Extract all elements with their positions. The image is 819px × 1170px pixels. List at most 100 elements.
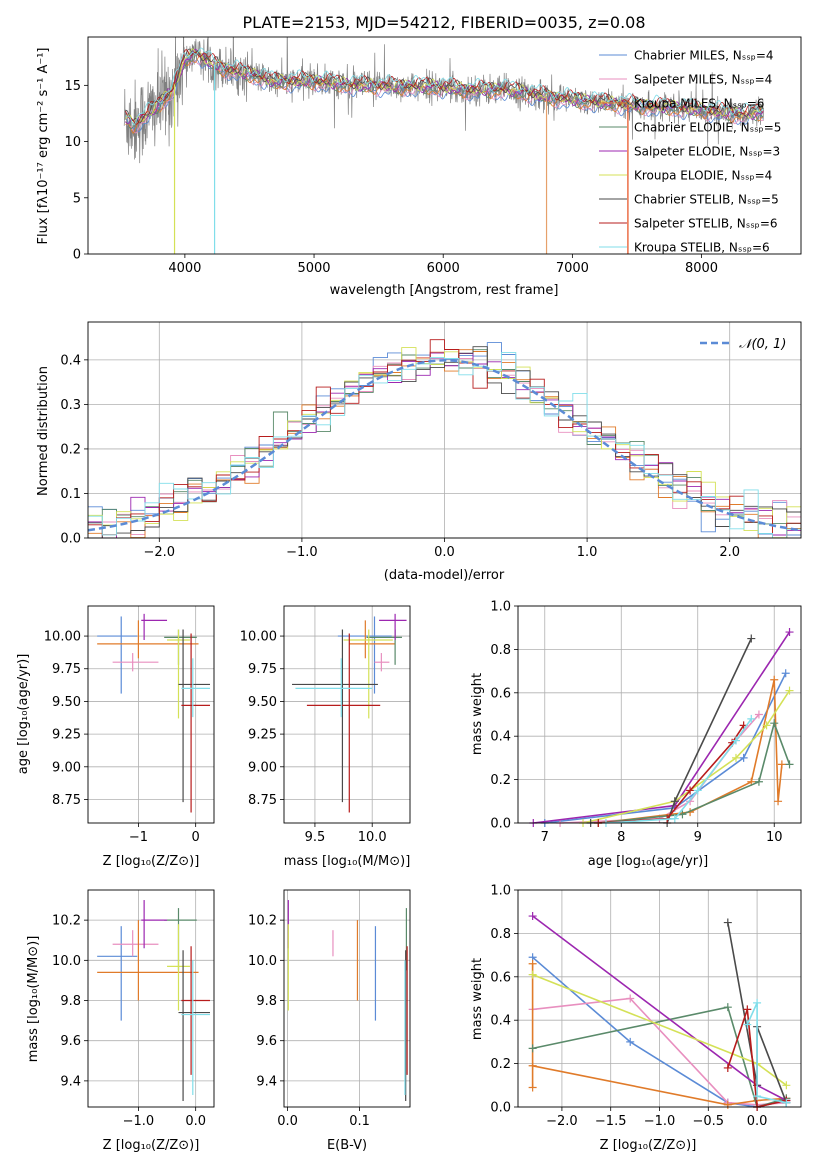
weight-vs-Z-ytick-label-0: 0.0 xyxy=(490,1101,511,1116)
weight-vs-age-xtick-label-2: 9 xyxy=(694,830,702,845)
age-vs-mass-ytick-label-1: 9.00 xyxy=(248,760,277,775)
weight-vs-Z-marker-3-1 xyxy=(723,1003,732,1012)
weight-vs-Z-marker-2-0 xyxy=(528,1083,537,1092)
weight-vs-Z-marker-2-2 xyxy=(528,1061,537,1070)
spectrum-legend-label-8: Kroupa STELIB, Nₛₛₚ=6 xyxy=(634,241,770,255)
mass-vs-ebv-ytick-label-3: 10.0 xyxy=(248,954,277,969)
mass-vs-Z-ytick-label-2: 9.8 xyxy=(60,994,81,1009)
age-vs-mass-ytick-label-2: 9.25 xyxy=(248,728,277,743)
mass-vs-ebv-xtick-label-0: 0.0 xyxy=(277,1114,298,1129)
spectrum-legend-label-5: Kroupa ELODIE, Nₛₛₚ=4 xyxy=(634,169,772,183)
age-vs-Z-axes: −1 0 8.75 9.00 9.25 9.50 9.75 10.00 xyxy=(44,606,214,845)
weight-vs-age-marker-0-2 xyxy=(739,753,748,762)
weight-vs-age-line-2 xyxy=(598,679,783,823)
age-vs-Z-xtick-label-0: −1 xyxy=(129,830,148,845)
weight-vs-Z-marker-5-2 xyxy=(782,1081,791,1090)
spectrum-legend-label-6: Chabrier STELIB, Nₛₛₚ=5 xyxy=(634,193,779,207)
spectrum-legend-label-2: Kroupa MILES, Nₛₛₚ=6 xyxy=(634,97,764,111)
residuals-ytick-label-1: 0.1 xyxy=(60,487,81,502)
spectrum-ytick-label-0: 0 xyxy=(73,248,81,263)
residuals-ytick-label-0: 0.0 xyxy=(60,532,81,547)
spectrum-model-line-6 xyxy=(125,48,764,124)
mass-vs-Z-ylabel: mass [log₁₀(M/M⊙)] xyxy=(26,936,41,1063)
weight-vs-age-marker-7-2 xyxy=(686,786,695,795)
spectrum-xtick-label-4: 8000 xyxy=(685,261,718,276)
weight-vs-Z-marker-8-3 xyxy=(782,1098,791,1107)
spectrum-xtick-label-0: 4000 xyxy=(168,261,201,276)
residuals-ylabel: Normed distribution xyxy=(36,366,51,496)
mass-vs-ebv-frame xyxy=(283,889,411,1108)
mass-vs-Z-ytick-label-3: 10.0 xyxy=(52,954,81,969)
weight-vs-Z-marker-0-1 xyxy=(626,1037,635,1046)
spectrum-legend-label-1: Salpeter MILES, Nₛₛₚ=4 xyxy=(634,73,772,87)
weight-vs-age-marker-2-4 xyxy=(774,797,783,806)
age-vs-Z-xtick-label-1: 0 xyxy=(192,830,200,845)
weight-vs-age-ytick-label-5: 1.0 xyxy=(490,600,511,615)
weight-vs-age-marker-8-2 xyxy=(693,786,702,795)
weight-vs-Z-marker-2-3 xyxy=(723,1100,732,1109)
weight-vs-Z-marker-8-0 xyxy=(743,1020,752,1029)
weight-vs-Z-marker-7-0 xyxy=(723,1063,732,1072)
weight-vs-age-xlabel: age [log₁₀(age/yr)] xyxy=(588,854,709,869)
spectrum-legend-label-4: Salpeter ELODIE, Nₛₛₚ=3 xyxy=(634,145,780,159)
spectrum-model-line-0 xyxy=(125,57,764,133)
spectrum-xlabel: wavelength [Angstrom, rest frame] xyxy=(330,283,559,298)
weight-vs-Z-marker-8-1 xyxy=(753,998,762,1007)
weight-vs-age-marker-5-2 xyxy=(731,753,740,762)
mass-vs-ebv-ytick-label-0: 9.4 xyxy=(256,1074,277,1089)
weight-vs-Z-ytick-label-3: 0.6 xyxy=(490,970,511,985)
weight-vs-Z-line-8 xyxy=(746,1002,787,1104)
weight-vs-age-frame xyxy=(517,605,802,824)
weight-vs-Z-ytick-label-2: 0.4 xyxy=(490,1014,511,1029)
residuals-xtick-label-0: −2.0 xyxy=(144,545,176,560)
weight-vs-age-marker-1-4 xyxy=(754,710,763,719)
weight-vs-age-marker-0-3 xyxy=(781,669,790,678)
mass-vs-Z-xlabel: Z [log₁₀(Z/Z⊙)] xyxy=(103,1138,200,1153)
weight-vs-Z-marker-2-1 xyxy=(528,959,537,968)
age-vs-Z-ytick-label-3: 9.50 xyxy=(52,695,81,710)
age-vs-mass-frame xyxy=(283,605,411,824)
age-vs-mass-ytick-label-0: 8.75 xyxy=(248,793,277,808)
weight-vs-age-marker-3-2 xyxy=(754,777,763,786)
age-vs-Z-ytick-label-0: 8.75 xyxy=(52,793,81,808)
weight-vs-Z-ytick-label-4: 0.8 xyxy=(490,927,511,942)
spectrum-legend-label-3: Chabrier ELODIE, Nₛₛₚ=5 xyxy=(634,121,781,135)
weight-vs-age-ytick-label-2: 0.4 xyxy=(490,730,511,745)
weight-vs-Z-xtick-label-0: −2.0 xyxy=(546,1114,578,1129)
age-vs-mass-ytick-label-5: 10.00 xyxy=(240,630,277,645)
weight-vs-Z-xtick-label-4: 0.0 xyxy=(747,1114,768,1129)
spectrum-xtick-label-3: 7000 xyxy=(556,261,589,276)
spectrum-ytick-label-3: 15 xyxy=(64,79,81,94)
weight-vs-Z-marker-7-1 xyxy=(743,1005,752,1014)
spectrum-legend-label-0: Chabrier MILES, Nₛₛₚ=4 xyxy=(634,49,774,63)
mass-vs-Z-ytick-label-4: 10.2 xyxy=(52,914,81,929)
age-vs-mass-ytick-label-3: 9.50 xyxy=(248,695,277,710)
age-vs-Z-ytick-label-4: 9.75 xyxy=(52,662,81,677)
weight-vs-Z-axes: −2.0 −1.5 −1.0 −0.5 0.0 0.0 0.2 0.4 0.6 0.8 1.0 xyxy=(490,884,801,1129)
mass-vs-ebv-ytick-label-1: 9.6 xyxy=(256,1034,277,1049)
spectrum-ytick-label-2: 10 xyxy=(64,135,81,150)
mass-vs-ebv-ytick-label-2: 9.8 xyxy=(256,994,277,1009)
mass-vs-Z-frame xyxy=(87,889,215,1108)
residuals-xtick-label-4: 2.0 xyxy=(719,545,740,560)
weight-vs-Z-ytick-label-1: 0.2 xyxy=(490,1057,511,1072)
weight-vs-age-marker-8-4 xyxy=(747,714,756,723)
plot-layer: 4000 5000 6000 7000 8000 0 5 10 15 Chabrier MILES… xyxy=(44,36,802,1129)
age-vs-mass-ytick-label-4: 9.75 xyxy=(248,662,277,677)
residuals-frame xyxy=(87,321,802,539)
weight-vs-Z-marker-6-0 xyxy=(723,918,732,927)
spectrum-frame xyxy=(87,36,802,255)
residuals-ytick-label-4: 0.4 xyxy=(60,353,81,368)
weight-vs-age-line-0 xyxy=(544,672,787,823)
weight-vs-age-ytick-label-3: 0.6 xyxy=(490,686,511,701)
weight-vs-Z-line-2 xyxy=(531,963,787,1106)
weight-vs-age-xtick-label-0: 7 xyxy=(541,830,549,845)
age-vs-mass-axes: 9.5 10.0 8.75 9.00 9.25 9.50 9.75 10.00 xyxy=(240,606,410,845)
spectrum-legend-label-7: Salpeter STELIB, Nₛₛₚ=6 xyxy=(634,217,778,231)
age-vs-Z-ytick-label-2: 9.25 xyxy=(52,728,81,743)
residuals-xlabel: (data-model)/error xyxy=(384,568,505,583)
age-vs-Z-ytick-label-1: 9.00 xyxy=(52,760,81,775)
weight-vs-Z-marker-8-2 xyxy=(753,1092,762,1101)
weight-vs-age-ytick-label-4: 0.8 xyxy=(490,643,511,658)
